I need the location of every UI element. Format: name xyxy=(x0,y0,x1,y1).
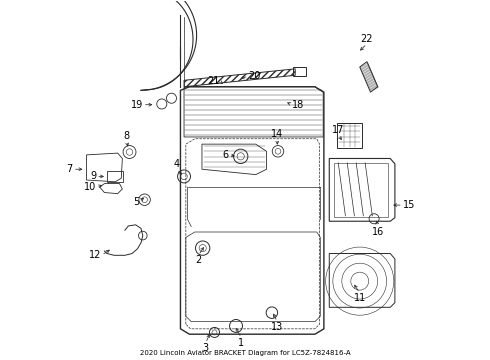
Text: 2: 2 xyxy=(195,255,201,265)
Text: 3: 3 xyxy=(202,343,209,353)
Text: 6: 6 xyxy=(223,150,229,160)
Text: 12: 12 xyxy=(89,250,101,260)
Text: 16: 16 xyxy=(371,226,384,237)
Text: 20: 20 xyxy=(248,71,261,81)
Text: 14: 14 xyxy=(271,129,283,139)
Text: 15: 15 xyxy=(403,200,415,210)
Text: 13: 13 xyxy=(271,321,283,332)
Text: 21: 21 xyxy=(208,76,220,86)
Text: 4: 4 xyxy=(174,159,180,169)
Text: 2020 Lincoln Aviator BRACKET Diagram for LC5Z-7824816-A: 2020 Lincoln Aviator BRACKET Diagram for… xyxy=(140,350,350,356)
Text: 18: 18 xyxy=(292,100,304,110)
Text: 22: 22 xyxy=(361,34,373,44)
Text: 1: 1 xyxy=(238,338,245,348)
Text: 7: 7 xyxy=(67,164,73,174)
Text: 8: 8 xyxy=(123,131,130,140)
Text: 19: 19 xyxy=(130,100,143,110)
Text: 5: 5 xyxy=(133,197,139,207)
Text: 9: 9 xyxy=(90,171,96,181)
Text: 10: 10 xyxy=(84,182,96,192)
Text: 11: 11 xyxy=(354,293,366,303)
Text: 17: 17 xyxy=(332,125,344,135)
